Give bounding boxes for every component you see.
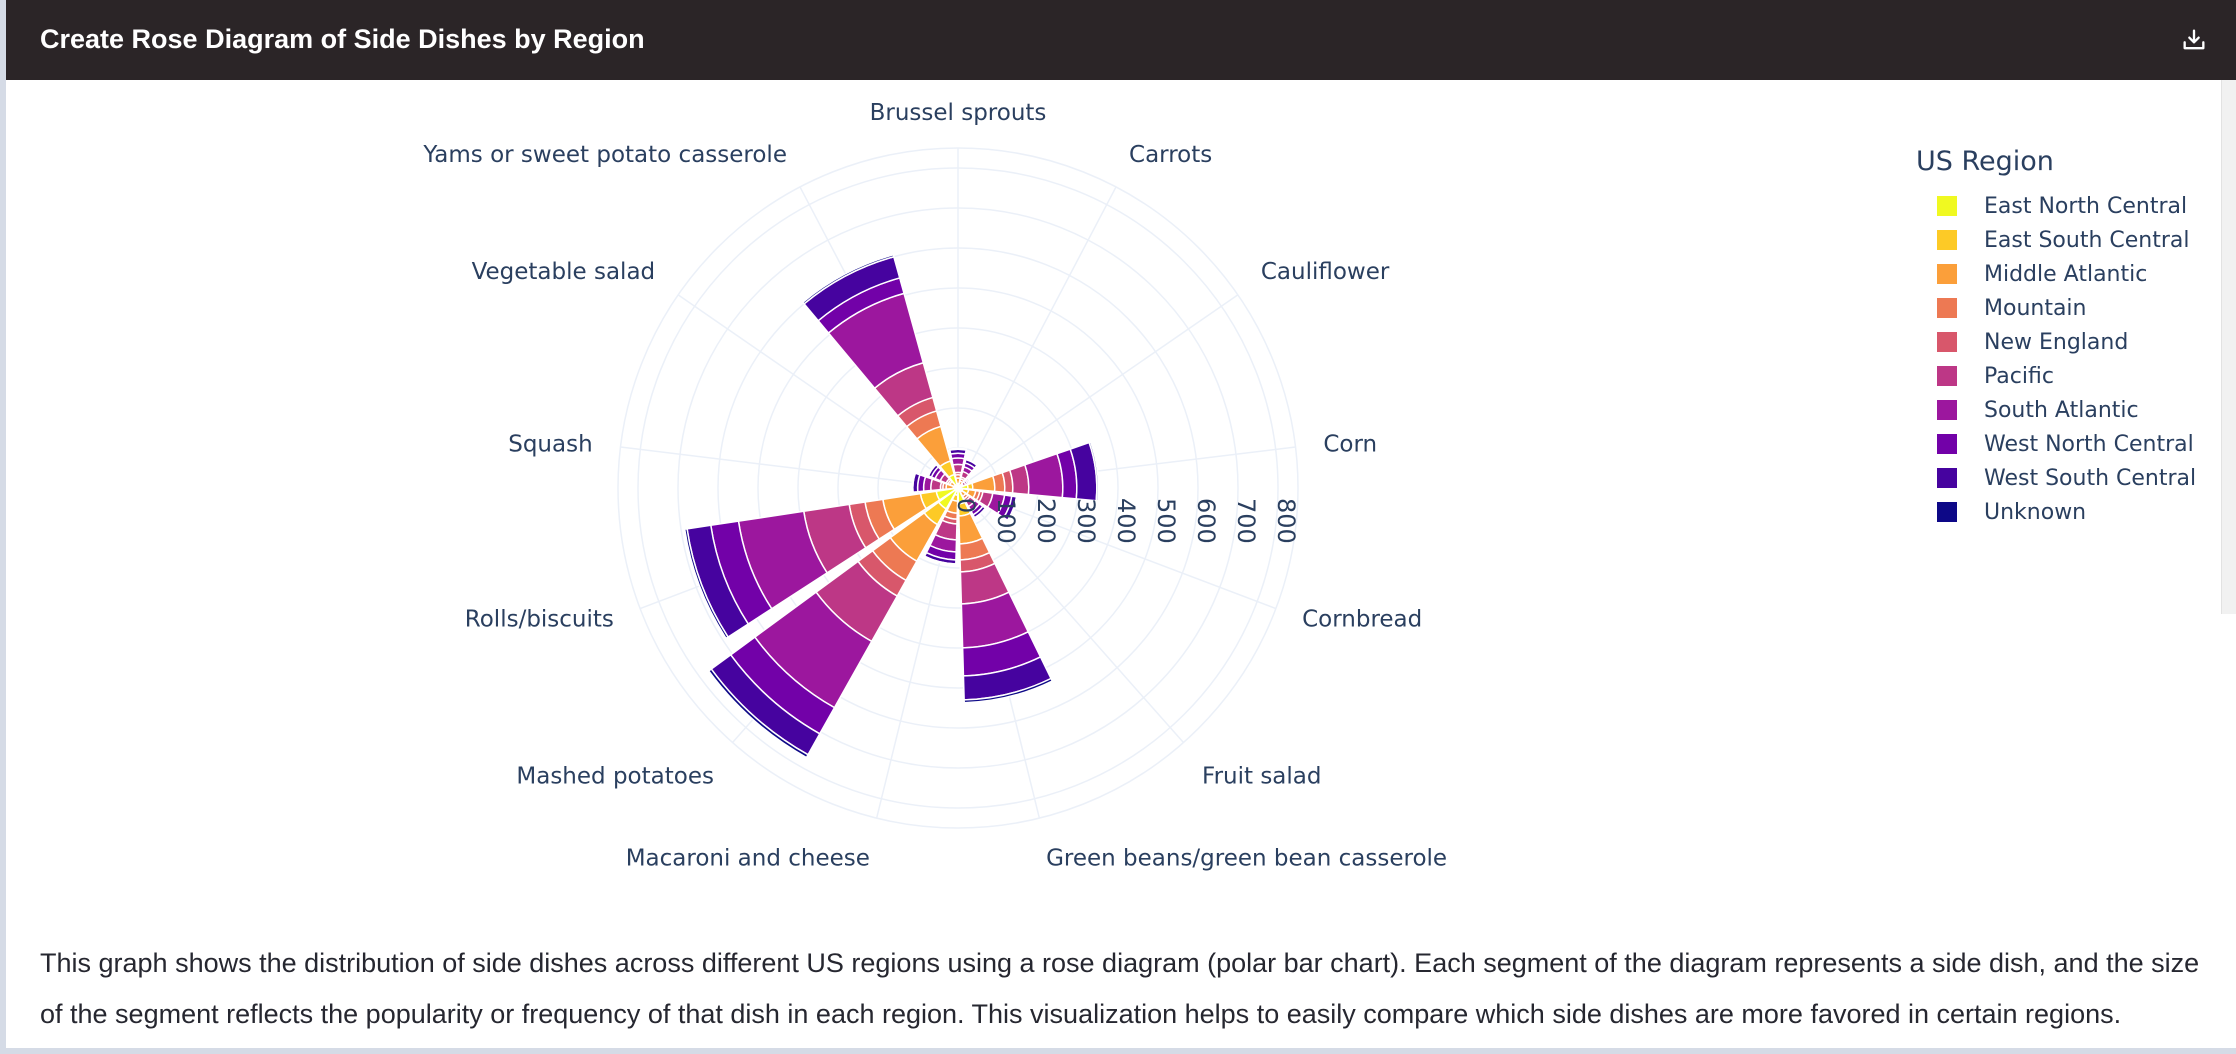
legend-title: US Region	[1916, 146, 2054, 177]
radial-tick-label: 700	[1232, 498, 1260, 544]
bar-segment	[683, 528, 730, 640]
radial-tick-label: 400	[1112, 498, 1140, 544]
category-label: Mashed potatoes	[516, 763, 714, 789]
bar-segment	[801, 253, 895, 305]
radial-tick-label: 0	[952, 498, 980, 513]
radial-tick-label: 500	[1152, 498, 1180, 544]
category-label: Corn	[1323, 432, 1377, 458]
legend-swatch	[1937, 298, 1957, 318]
bar-segment	[973, 507, 987, 520]
legend-item[interactable]: Middle Atlantic	[1937, 262, 2147, 287]
legend-label: West North Central	[1984, 432, 2194, 457]
legend-item[interactable]: East South Central	[1937, 228, 2190, 253]
bar-segment	[964, 458, 979, 467]
grid-spoke	[677, 294, 959, 489]
legend-item[interactable]: Unknown	[1937, 500, 2086, 525]
legend-item[interactable]: South Atlantic	[1937, 398, 2139, 423]
legend-label: Unknown	[1984, 500, 2086, 525]
category-label: Yams or sweet potato casserole	[422, 142, 787, 168]
legend-label: Mountain	[1984, 296, 2087, 321]
legend-label: New England	[1984, 330, 2128, 355]
grid-spoke	[957, 487, 1185, 743]
legend-item[interactable]: West North Central	[1937, 432, 2194, 457]
bar-segment	[926, 463, 938, 477]
legend: US Region East North Central East South Ce…	[1916, 146, 2196, 525]
legend-swatch	[1937, 196, 1957, 216]
bar-segment	[952, 463, 964, 474]
legend-label: East South Central	[1984, 228, 2190, 253]
category-label: Macaroni and cheese	[626, 845, 870, 871]
chart-title: Create Rose Diagram of Side Dishes by Re…	[40, 24, 645, 54]
bar-segment	[948, 447, 968, 451]
legend-label: South Atlantic	[1984, 398, 2139, 423]
radial-tick-label: 800	[1272, 498, 1300, 544]
legend-item[interactable]: Mountain	[1937, 296, 2087, 321]
category-label: Cauliflower	[1261, 259, 1390, 285]
legend-swatch	[1937, 230, 1957, 250]
category-labels: Brussel sprouts Carrots Cauliflower Corn Cor…	[422, 100, 1447, 871]
grid-spoke	[957, 294, 1239, 489]
bar-segment	[966, 476, 972, 484]
category-label: Green beans/green bean casserole	[1046, 845, 1447, 871]
legend-swatch	[1937, 468, 1957, 488]
radial-tick-label: 100	[992, 498, 1020, 544]
radial-tick-label: 200	[1032, 498, 1060, 544]
radial-tick-label: 600	[1192, 498, 1220, 544]
legend-label: Pacific	[1984, 364, 2054, 389]
radial-tick-label: 300	[1072, 498, 1100, 544]
bar-segment	[1023, 452, 1064, 499]
bar-segment	[1088, 441, 1100, 502]
category-label: Fruit salad	[1202, 763, 1321, 789]
legend-label: Middle Atlantic	[1984, 262, 2147, 287]
legend-swatch	[1937, 502, 1957, 522]
category-label: Rolls/biscuits	[465, 606, 614, 632]
chart-description: This graph shows the distribution of sid…	[40, 948, 2200, 1029]
category-label: Cornbread	[1302, 606, 1422, 632]
grid-spoke	[957, 186, 1117, 489]
bar-segment	[923, 555, 957, 566]
legend-item[interactable]: West South Central	[1937, 466, 2196, 491]
legend-item[interactable]: Pacific	[1937, 364, 2054, 389]
category-label: Vegetable salad	[472, 259, 656, 285]
category-label: Squash	[508, 432, 592, 458]
legend-item[interactable]: East North Central	[1937, 194, 2187, 219]
radial-axis: 0 100 200 300 400 500 600 700 800	[952, 498, 1300, 544]
legend-swatch	[1937, 332, 1957, 352]
legend-swatch	[1937, 366, 1957, 386]
legend-swatch	[1937, 400, 1957, 420]
bar-segment	[963, 677, 1054, 704]
grid-spoke	[620, 446, 959, 489]
bar-segment	[911, 471, 917, 494]
category-label: Carrots	[1129, 142, 1212, 168]
scrollbar[interactable]	[2221, 80, 2236, 614]
bar-segment	[1006, 495, 1019, 522]
category-label: Brussel sprouts	[870, 100, 1047, 126]
legend-swatch	[1937, 434, 1957, 454]
legend-label: East North Central	[1984, 194, 2187, 219]
legend-label: West South Central	[1984, 466, 2196, 491]
legend-swatch	[1937, 264, 1957, 284]
download-icon[interactable]	[2180, 26, 2208, 54]
chart-header: Create Rose Diagram of Side Dishes by Re…	[6, 0, 2236, 80]
bar-group	[683, 253, 1100, 759]
bar-segment	[707, 668, 810, 759]
legend-item[interactable]: New England	[1937, 330, 2128, 355]
bar-segment	[971, 474, 996, 493]
